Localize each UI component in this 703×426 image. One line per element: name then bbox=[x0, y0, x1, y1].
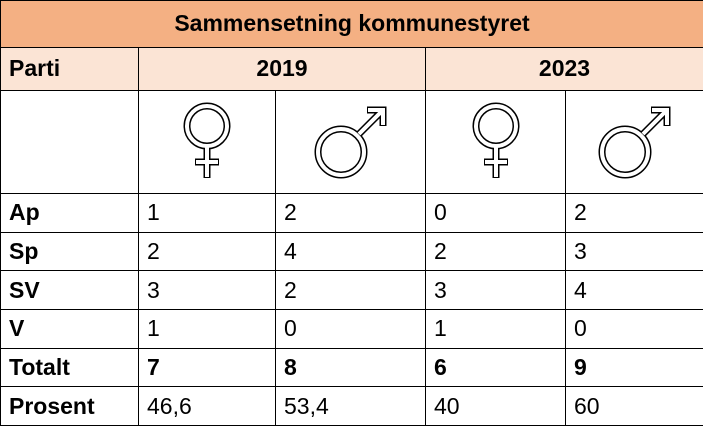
party-cell: Prosent bbox=[0, 386, 139, 426]
value-cell: 3 bbox=[425, 270, 566, 311]
value-cell: 3 bbox=[138, 270, 276, 311]
value-cell: 1 bbox=[138, 193, 276, 233]
party-cell: SV bbox=[0, 270, 139, 311]
male-icon bbox=[598, 106, 670, 179]
value-cell: 0 bbox=[275, 309, 426, 349]
value-cell: 53,4 bbox=[275, 386, 426, 426]
party-cell: V bbox=[0, 309, 139, 349]
data-row: Prosent 46,6 53,4 40 60 bbox=[0, 386, 703, 426]
party-cell: Totalt bbox=[0, 347, 139, 388]
table-title: Sammensetning kommunestyret bbox=[0, 0, 703, 48]
year-header: 2023 bbox=[425, 46, 703, 91]
value-cell: 9 bbox=[565, 347, 703, 388]
value-cell: 2 bbox=[138, 231, 276, 272]
data-row: Ap 1 2 0 2 bbox=[0, 193, 703, 233]
empty-cell bbox=[0, 89, 139, 195]
data-row: SV 3 2 3 4 bbox=[0, 270, 703, 311]
year-header: 2019 bbox=[138, 46, 426, 91]
data-row: Sp 2 4 2 3 bbox=[0, 231, 703, 272]
value-cell: 40 bbox=[425, 386, 566, 426]
female-icon bbox=[472, 102, 519, 178]
male-cell bbox=[565, 89, 703, 195]
value-cell: 3 bbox=[565, 231, 703, 272]
value-cell: 60 bbox=[565, 386, 703, 426]
header-row: Parti 2019 2023 bbox=[0, 46, 703, 91]
value-cell: 4 bbox=[275, 231, 426, 272]
female-icon bbox=[183, 102, 231, 178]
icon-row bbox=[0, 89, 703, 195]
value-cell: 6 bbox=[425, 347, 566, 388]
value-cell: 7 bbox=[138, 347, 276, 388]
data-row: Totalt 7 8 6 9 bbox=[0, 347, 703, 388]
male-cell bbox=[275, 89, 426, 195]
male-icon bbox=[314, 106, 386, 179]
title-row: Sammensetning kommunestyret bbox=[0, 0, 703, 48]
value-cell: 46,6 bbox=[138, 386, 276, 426]
value-cell: 4 bbox=[565, 270, 703, 311]
value-cell: 8 bbox=[275, 347, 426, 388]
value-cell: 1 bbox=[425, 309, 566, 349]
value-cell: 2 bbox=[275, 193, 426, 233]
value-cell: 2 bbox=[565, 193, 703, 233]
female-cell bbox=[425, 89, 566, 195]
party-cell: Sp bbox=[0, 231, 139, 272]
value-cell: 2 bbox=[425, 231, 566, 272]
value-cell: 1 bbox=[138, 309, 276, 349]
value-cell: 2 bbox=[275, 270, 426, 311]
value-cell: 0 bbox=[565, 309, 703, 349]
party-cell: Ap bbox=[0, 193, 139, 233]
party-header: Parti bbox=[0, 46, 139, 91]
female-cell bbox=[138, 89, 276, 195]
value-cell: 0 bbox=[425, 193, 566, 233]
